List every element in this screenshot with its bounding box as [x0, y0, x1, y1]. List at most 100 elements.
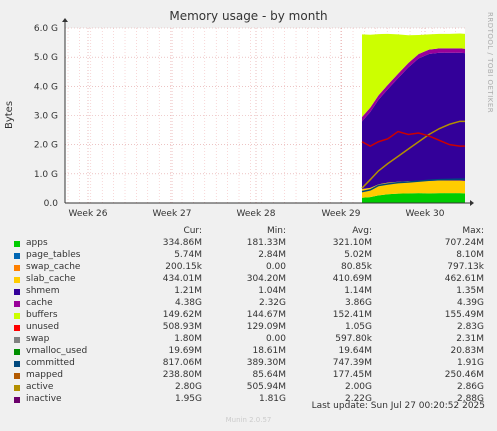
legend-row-buffers: buffers 149.62M 144.67M 152.41M 155.49M [0, 310, 497, 322]
legend-max: 8.10M [456, 250, 484, 260]
y-tick-label: 4.0 G [34, 82, 58, 92]
legend-max: 707.24M [444, 238, 484, 248]
legend-row-swap-cache: swap_cache 200.15k 0.00 80.85k 797.13k [0, 262, 497, 274]
legend-row-vmalloc-used: vmalloc_used 19.69M 18.61M 19.64M 20.83M [0, 346, 497, 358]
legend-min: 505.94M [246, 382, 286, 392]
legend-min: 85.64M [252, 370, 286, 380]
legend-swatch [14, 277, 20, 283]
legend-avg: 2.00G [344, 382, 372, 392]
x-axis-arrow [470, 200, 474, 206]
legend-cur: 200.15k [165, 262, 202, 272]
legend-cur: 1.95G [174, 394, 202, 404]
rrdtool-credit: RRDTOOL / TOBI OETIKER [486, 12, 494, 114]
x-tick-label: Week 26 [69, 209, 108, 219]
legend-name: mapped [26, 370, 63, 380]
legend-swatch [14, 349, 20, 355]
legend-cur: 508.93M [162, 322, 202, 332]
header-cur: Cur: [183, 226, 202, 236]
legend-min: 2.32G [258, 298, 286, 308]
header-max: Max: [462, 226, 484, 236]
legend-min: 18.61M [252, 346, 286, 356]
legend-swatch [14, 397, 20, 403]
legend-max: 2.88G [456, 394, 484, 404]
legend-name: active [26, 382, 54, 392]
legend-swatch [14, 313, 20, 319]
line-committed [361, 178, 465, 193]
legend-min: 389.30M [246, 358, 286, 368]
area-cache [362, 52, 465, 189]
legend-max: 2.31M [456, 334, 484, 344]
legend-min: 0.00 [265, 262, 286, 272]
legend-avg: 2.22G [344, 394, 372, 404]
legend-name: inactive [26, 394, 62, 404]
legend-header: Cur: Min: Avg: Max: [0, 226, 497, 238]
area-unused [362, 33, 465, 117]
legend-cur: 434.01M [162, 274, 202, 284]
legend-max: 20.83M [450, 346, 484, 356]
area-slab-cache [362, 180, 465, 198]
legend-swatch [14, 265, 20, 271]
legend-swatch [14, 241, 20, 247]
legend-swatch [14, 325, 20, 331]
legend-name: committed [26, 358, 75, 368]
legend-max: 2.83G [456, 322, 484, 332]
y-tick-label: 6.0 G [34, 24, 58, 34]
legend-avg: 747.39M [332, 358, 372, 368]
legend-avg: 80.85k [341, 262, 372, 272]
legend-swatch [14, 373, 20, 379]
legend-max: 155.49M [444, 310, 484, 320]
legend-avg: 5.02M [344, 250, 372, 260]
legend-row-mapped: mapped 238.80M 85.64M 177.45M 250.46M [0, 370, 497, 382]
x-tick-label: Week 29 [322, 209, 361, 219]
header-avg: Avg: [352, 226, 372, 236]
legend-max: 462.61M [444, 274, 484, 284]
legend-name: shmem [26, 286, 60, 296]
legend-avg: 152.41M [332, 310, 372, 320]
legend-avg: 177.45M [332, 370, 372, 380]
legend-row-swap: swap 1.80M 0.00 597.80k 2.31M [0, 334, 497, 346]
legend-min: 181.33M [246, 238, 286, 248]
munin-version: Munin 2.0.57 [225, 416, 272, 424]
legend-table: Cur: Min: Avg: Max: apps 334.86M 181.33M 32… [0, 226, 497, 406]
legend-cur: 817.06M [162, 358, 202, 368]
area-apps [362, 193, 465, 203]
legend-cur: 238.80M [162, 370, 202, 380]
legend-cur: 1.80M [174, 334, 202, 344]
legend-name: page_tables [26, 250, 81, 260]
legend-cur: 4.38G [174, 298, 202, 308]
legend-name: swap_cache [26, 262, 81, 272]
y-tick-label: 5.0 G [34, 53, 58, 63]
legend-min: 304.20M [246, 274, 286, 284]
legend-min: 129.09M [246, 322, 286, 332]
legend-row-unused: unused 508.93M 129.09M 1.05G 2.83G [0, 322, 497, 334]
legend-swatch [14, 361, 20, 367]
chart-title: Memory usage - by month [169, 9, 328, 23]
legend-swatch [14, 301, 20, 307]
legend-name: cache [26, 298, 53, 308]
legend-cur: 19.69M [168, 346, 202, 356]
line-inactive [361, 130, 465, 147]
legend-avg: 1.05G [344, 322, 372, 332]
y-tick-label: 0.0 [44, 199, 59, 209]
legend-swatch [14, 253, 20, 259]
legend-min: 1.04M [258, 286, 286, 296]
legend-row-apps: apps 334.86M 181.33M 321.10M 707.24M [0, 238, 497, 250]
legend-name: slab_cache [26, 274, 76, 284]
legend-max: 4.39G [456, 298, 484, 308]
y-tick-label: 3.0 G [34, 112, 58, 122]
y-axis-arrow [62, 18, 68, 22]
legend-row-shmem: shmem 1.21M 1.04M 1.14M 1.35M [0, 286, 497, 298]
legend-min: 144.67M [246, 310, 286, 320]
legend-min: 2.84M [258, 250, 286, 260]
legend-max: 1.35M [456, 286, 484, 296]
x-tick-label: Week 27 [153, 209, 192, 219]
legend-name: apps [26, 238, 48, 248]
legend-avg: 410.69M [332, 274, 372, 284]
x-tick-label: Week 28 [237, 209, 276, 219]
legend-name: swap [26, 334, 50, 344]
y-tick-label: 2.0 G [34, 141, 58, 151]
legend-avg: 19.64M [338, 346, 372, 356]
memory-chart: 0.0 1.0 G 2.0 G 3.0 G 4.0 G 5.0 G 6.0 G Week 26… [34, 18, 474, 219]
legend-cur: 1.21M [174, 286, 202, 296]
legend-name: vmalloc_used [26, 346, 88, 356]
